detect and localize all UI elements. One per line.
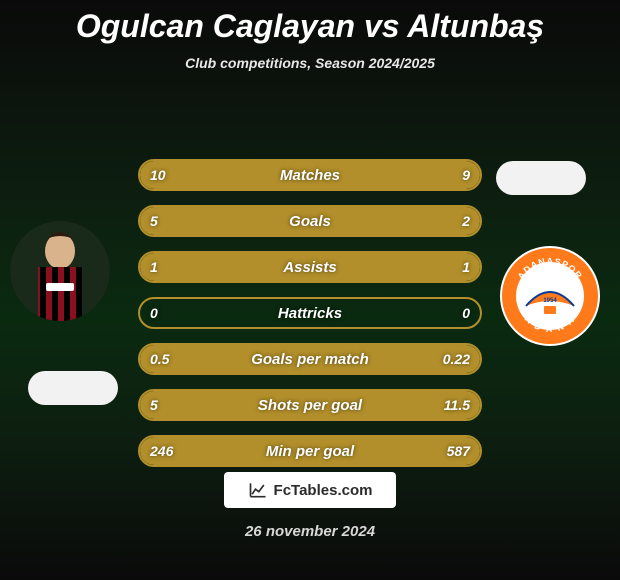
club-pill-left <box>28 371 118 405</box>
stat-bar: 5Shots per goal11.5 <box>138 389 482 421</box>
subtitle: Club competitions, Season 2024/2025 <box>185 55 435 71</box>
stat-value-right: 2 <box>462 207 470 235</box>
stat-value-right: 9 <box>462 161 470 189</box>
stat-label: Goals per match <box>140 345 480 373</box>
stat-bar: 0.5Goals per match0.22 <box>138 343 482 375</box>
stat-value-right: 1 <box>462 253 470 281</box>
player-left-figure <box>10 221 110 321</box>
page-title: Ogulcan Caglayan vs Altunbaş <box>76 8 544 45</box>
adanaspor-badge-icon: ADANASPOR 1954 A D A N A <box>500 246 600 346</box>
stat-bar: 10Matches9 <box>138 159 482 191</box>
player-left-avatar <box>10 221 110 321</box>
stat-value-right: 587 <box>447 437 470 465</box>
stat-bar: 0Hattricks0 <box>138 297 482 329</box>
stat-value-right: 11.5 <box>444 391 470 419</box>
stat-label: Matches <box>140 161 480 189</box>
stat-bar: 5Goals2 <box>138 205 482 237</box>
brand-badge[interactable]: FcTables.com <box>224 472 396 508</box>
player-right-club-badge: ADANASPOR 1954 A D A N A <box>500 246 600 346</box>
stat-label: Assists <box>140 253 480 281</box>
svg-text:1954: 1954 <box>543 298 557 304</box>
stat-bar: 246Min per goal587 <box>138 435 482 467</box>
stat-value-right: 0 <box>462 299 470 327</box>
stat-label: Goals <box>140 207 480 235</box>
date-text: 26 november 2024 <box>245 523 375 540</box>
brand-text: FcTables.com <box>274 482 373 499</box>
stat-label: Shots per goal <box>140 391 480 419</box>
stat-label: Min per goal <box>140 437 480 465</box>
brand-chart-icon <box>248 480 268 500</box>
comparison-arena: ADANASPOR 1954 A D A N A 10Matches95Goal… <box>0 71 620 580</box>
stat-bars: 10Matches95Goals21Assists10Hattricks00.5… <box>138 159 482 467</box>
stat-bar: 1Assists1 <box>138 251 482 283</box>
stat-value-right: 0.22 <box>443 345 470 373</box>
stat-label: Hattricks <box>140 299 480 327</box>
club-pill-right <box>496 161 586 195</box>
